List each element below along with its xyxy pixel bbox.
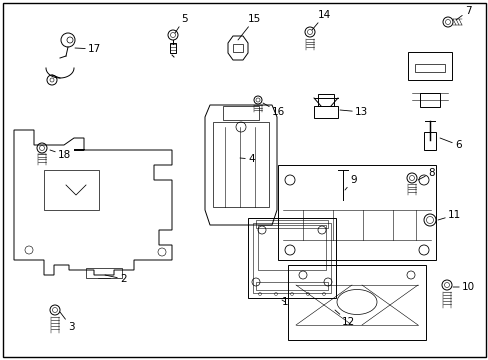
Bar <box>414 64 444 72</box>
Text: 10: 10 <box>452 282 474 292</box>
Text: 7: 7 <box>455 6 470 20</box>
Text: 18: 18 <box>50 150 71 160</box>
Bar <box>287 265 425 340</box>
Bar <box>258 225 325 270</box>
Bar <box>407 52 451 80</box>
Text: 12: 12 <box>334 310 354 327</box>
Text: 14: 14 <box>311 10 330 30</box>
Bar <box>256 282 327 290</box>
Bar <box>247 218 335 298</box>
Text: 3: 3 <box>60 312 75 332</box>
Text: 8: 8 <box>417 168 434 180</box>
Bar <box>252 223 330 293</box>
Text: 13: 13 <box>339 107 367 117</box>
Bar <box>44 170 99 210</box>
Text: 17: 17 <box>75 44 101 54</box>
Text: 11: 11 <box>437 210 460 220</box>
Text: 5: 5 <box>175 14 187 33</box>
Bar <box>278 165 435 260</box>
Bar <box>213 122 268 207</box>
Bar <box>170 43 176 53</box>
Bar <box>419 93 439 107</box>
Bar <box>86 268 122 278</box>
Bar <box>232 44 243 52</box>
Text: 1: 1 <box>282 297 288 307</box>
Text: 16: 16 <box>263 103 285 117</box>
Bar <box>423 132 435 150</box>
Bar <box>223 106 259 120</box>
Text: 2: 2 <box>105 274 126 284</box>
Text: 9: 9 <box>345 175 356 190</box>
Text: 15: 15 <box>238 14 261 40</box>
Bar <box>317 94 333 106</box>
Bar <box>256 220 327 228</box>
Text: 6: 6 <box>439 138 461 150</box>
Bar <box>313 106 337 118</box>
Text: 4: 4 <box>240 154 254 164</box>
